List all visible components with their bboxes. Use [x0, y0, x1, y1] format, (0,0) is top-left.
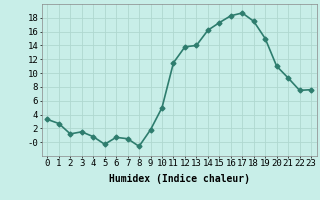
- X-axis label: Humidex (Indice chaleur): Humidex (Indice chaleur): [109, 174, 250, 184]
